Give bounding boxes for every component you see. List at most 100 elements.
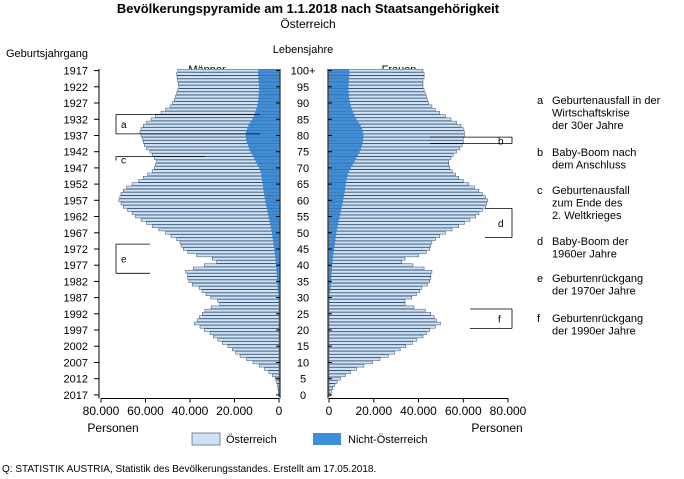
male-foreign-bar-age-93 xyxy=(258,91,279,95)
male-austrian-bar-age-67 xyxy=(143,175,280,180)
female-austrian-bar-age-2 xyxy=(328,386,334,391)
female-austrian-bar-age-49 xyxy=(328,234,441,238)
female-foreign-bar-age-49 xyxy=(329,234,336,238)
female-austrian-bar-age-55 xyxy=(328,214,476,219)
female-austrian-bar-age-8 xyxy=(328,367,357,371)
annotation-legend-text-f: der 1990er Jahre xyxy=(552,326,636,338)
male-foreign-bar-age-60 xyxy=(265,198,279,202)
birth-year-tick-label: 1962 xyxy=(64,212,88,224)
male-austrian-bar-age-27 xyxy=(210,305,280,309)
age-tick-label: 5 xyxy=(300,374,306,386)
male-foreign-bar-age-67 xyxy=(261,176,279,180)
birth-year-tick-label: 1997 xyxy=(64,325,88,337)
female-foreign-bar-age-68 xyxy=(329,172,349,176)
female-foreign-bar-age-47 xyxy=(329,241,336,244)
female-foreign-bar-age-76 xyxy=(329,147,361,150)
annotation-legend-text-a: Geburtenausfall in der xyxy=(552,95,661,107)
female-austrian-bar-age-30 xyxy=(328,295,413,300)
female-austrian-bar-age-67 xyxy=(328,175,460,180)
female-foreign-bar-age-62 xyxy=(329,192,345,196)
birth-year-tick-label: 1972 xyxy=(64,244,88,256)
male-foreign-bar-age-57 xyxy=(267,208,279,212)
female-foreign-bar-age-88 xyxy=(329,108,353,111)
male-austrian-bar-age-19 xyxy=(209,331,280,335)
male-foreign-bar-age-96 xyxy=(258,82,279,85)
female-foreign-bar-age-72 xyxy=(329,160,355,163)
female-foreign-bar-age-100 xyxy=(329,69,350,73)
male-austrian-bar-age-33 xyxy=(198,286,280,290)
male-austrian-bar-age-65 xyxy=(131,182,280,186)
female-austrian-bar-age-29 xyxy=(328,299,406,303)
male-foreign-bar-age-65 xyxy=(262,182,279,186)
female-foreign-bar-age-96 xyxy=(329,82,349,85)
female-x-axis-label: Personen xyxy=(471,421,522,435)
female-austrian-bar-age-4 xyxy=(328,380,338,384)
male-austrian-bar-age-29 xyxy=(217,299,280,303)
age-tick-label: 55 xyxy=(297,212,309,224)
female-foreign-bar-age-73 xyxy=(329,156,357,160)
annotation-legend-text-c: 2. Weltkrieges xyxy=(552,210,622,222)
female-foreign-bar-age-84 xyxy=(329,121,359,124)
annotation-legend-text-e: der 1970er Jahre xyxy=(552,286,636,298)
legend-label-foreign: Nicht-Österreich xyxy=(348,434,427,446)
birth-year-tick-label: 1937 xyxy=(64,131,88,143)
female-austrian-bar-age-47 xyxy=(328,240,433,245)
female-foreign-bar-age-75 xyxy=(329,150,360,154)
female-foreign-bar-age-52 xyxy=(329,224,338,228)
annotation-bracket-e xyxy=(115,243,150,274)
female-austrian-bar-age-34 xyxy=(328,282,428,287)
male-austrian-bar-age-46 xyxy=(180,244,280,248)
male-foreign-bar-age-52 xyxy=(270,224,280,228)
male-foreign-bar-age-39 xyxy=(276,267,279,270)
birth-year-tick-label: 1977 xyxy=(64,260,88,272)
male-austrian-bar-age-44 xyxy=(187,250,280,254)
male-austrian-bar-age-32 xyxy=(201,289,280,293)
female-foreign-bar-age-91 xyxy=(329,98,350,102)
birth-year-tick-label: 2007 xyxy=(64,358,88,370)
male-foreign-bar-age-58 xyxy=(266,205,279,209)
male-foreign-bar-age-71 xyxy=(257,163,279,167)
age-tick-label: 45 xyxy=(297,244,309,256)
male-foreign-bar-age-92 xyxy=(258,95,279,98)
female-austrian-bar-age-57 xyxy=(328,208,483,212)
age-tick-label: 100+ xyxy=(291,66,316,78)
male-foreign-bar-age-94 xyxy=(258,88,279,92)
female-x-tick-label: 40.000 xyxy=(400,404,437,418)
male-foreign-bar-age-54 xyxy=(269,218,279,222)
female-foreign-bar-age-64 xyxy=(329,185,346,189)
legend-swatch-austrian xyxy=(191,432,221,446)
female-austrian-bar-age-50 xyxy=(328,231,446,235)
female-foreign-bar-age-42 xyxy=(329,257,333,261)
male-x-axis-label: Personen xyxy=(87,421,138,435)
age-tick-label: 50 xyxy=(297,228,309,240)
female-foreign-bar-age-74 xyxy=(329,153,359,157)
female-austrian-bar-age-27 xyxy=(328,305,415,309)
female-foreign-bar-age-81 xyxy=(329,130,364,134)
annotation-legend-letter-c: c xyxy=(537,185,543,197)
male-foreign-bar-age-83 xyxy=(248,124,279,128)
male-foreign-bar-age-70 xyxy=(258,166,279,170)
male-austrian-bar-age-3 xyxy=(277,383,280,387)
male-foreign-bar-age-50 xyxy=(271,231,279,235)
male-austrian-bar-age-15 xyxy=(227,344,280,348)
female-austrian-bar-age-13 xyxy=(328,351,395,355)
male-foreign-bar-age-100 xyxy=(258,69,279,73)
male-austrian-bar-age-37 xyxy=(187,273,280,277)
female-foreign-bar-age-67 xyxy=(329,176,348,180)
male-foreign-bar-age-38 xyxy=(276,270,279,274)
annotation-letter-a: a xyxy=(121,120,127,131)
female-foreign-bar-age-44 xyxy=(329,250,334,254)
female-foreign-bar-age-53 xyxy=(329,221,339,225)
birth-year-tick-label: 1947 xyxy=(64,163,88,175)
male-foreign-bar-age-53 xyxy=(269,221,279,225)
male-austrian-bar-age-47 xyxy=(179,240,280,245)
male-foreign-bar-age-85 xyxy=(252,117,279,121)
male-austrian-bar-age-42 xyxy=(212,257,280,261)
male-austrian-bar-age-28 xyxy=(219,302,280,306)
female-foreign-bar-age-60 xyxy=(329,198,344,202)
female-foreign-bar-age-94 xyxy=(329,88,349,92)
male-austrian-bar-age-24 xyxy=(199,315,280,319)
male-foreign-bar-age-75 xyxy=(250,150,279,154)
legend-swatch-foreign xyxy=(313,433,341,445)
female-austrian-bar-age-65 xyxy=(328,182,470,186)
